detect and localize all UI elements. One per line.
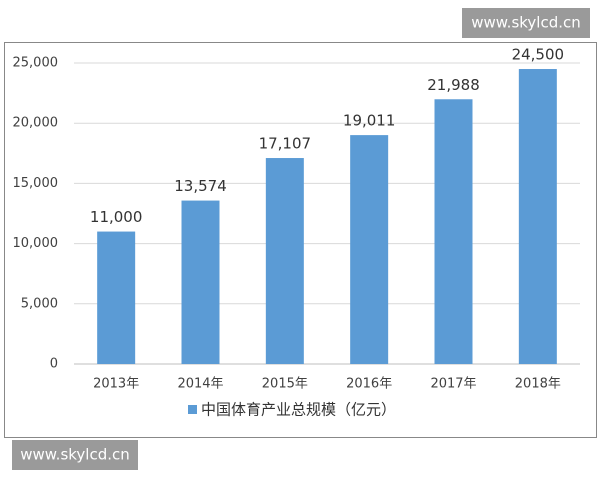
y-tick-label: 20,000 bbox=[13, 116, 59, 131]
value-label: 21,988 bbox=[427, 76, 480, 94]
x-tick-label: 2013年 bbox=[93, 377, 139, 392]
legend-swatch bbox=[188, 405, 197, 414]
legend-label: 中国体育产业总规模（亿元） bbox=[201, 401, 396, 419]
x-tick-label: 2015年 bbox=[262, 377, 308, 392]
bar bbox=[181, 200, 220, 364]
x-tick-label: 2017年 bbox=[430, 377, 476, 392]
y-tick-label: 25,000 bbox=[13, 56, 59, 71]
value-label: 13,574 bbox=[174, 177, 227, 195]
value-label: 19,011 bbox=[343, 112, 396, 130]
y-tick-label: 15,000 bbox=[13, 176, 59, 191]
watermark: www.skylcd.cn bbox=[20, 446, 130, 464]
watermark-box bbox=[12, 440, 138, 470]
x-tick-label: 2018年 bbox=[515, 377, 561, 392]
bar bbox=[350, 135, 389, 364]
value-label: 17,107 bbox=[259, 135, 312, 153]
bar bbox=[518, 69, 557, 365]
x-tick-label: 2014年 bbox=[177, 377, 223, 392]
bar bbox=[434, 99, 473, 365]
x-tick-label: 2016年 bbox=[346, 377, 392, 392]
watermark: www.skylcd.cn bbox=[471, 14, 581, 32]
watermark-box bbox=[462, 8, 590, 38]
value-label: 24,500 bbox=[512, 46, 565, 64]
y-tick-label: 5,000 bbox=[21, 296, 58, 311]
y-tick-label: 10,000 bbox=[13, 236, 59, 251]
value-label: 11,000 bbox=[90, 208, 143, 226]
bar bbox=[97, 231, 136, 364]
y-tick-label: 0 bbox=[50, 357, 58, 372]
bar bbox=[265, 158, 304, 364]
